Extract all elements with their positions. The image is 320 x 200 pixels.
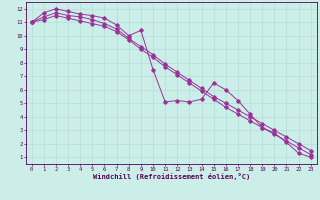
- X-axis label: Windchill (Refroidissement éolien,°C): Windchill (Refroidissement éolien,°C): [92, 173, 250, 180]
